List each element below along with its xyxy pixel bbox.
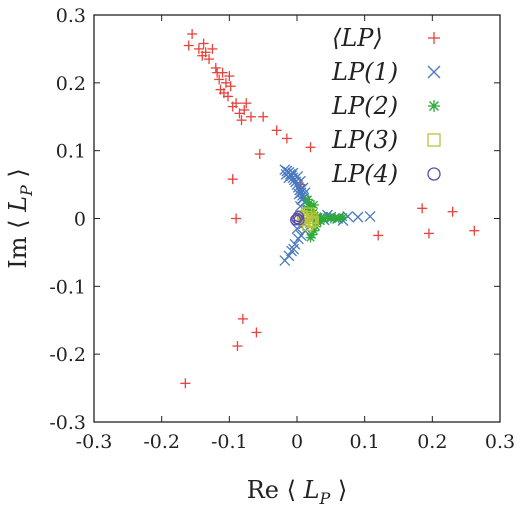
data-point bbox=[271, 125, 282, 136]
y-tick-label: -0.1 bbox=[49, 276, 86, 298]
legend-label: LP(3) bbox=[331, 126, 398, 154]
legend-marker bbox=[428, 100, 440, 112]
data-point bbox=[288, 243, 300, 255]
data-point bbox=[280, 168, 292, 180]
data-point bbox=[232, 341, 243, 352]
legend-marker bbox=[427, 167, 441, 181]
data-point bbox=[423, 228, 434, 239]
data-point bbox=[293, 214, 305, 226]
data-point bbox=[294, 175, 306, 187]
data-point bbox=[198, 38, 209, 49]
data-point bbox=[200, 47, 211, 58]
data-point bbox=[225, 81, 236, 92]
axis-labels: Re ⟨ LP ⟩ Im ⟨ LP ⟩ bbox=[4, 168, 347, 505]
y-tick-label: -0.2 bbox=[49, 344, 86, 366]
y-tick-label: 0.1 bbox=[56, 141, 86, 163]
data-point bbox=[258, 111, 269, 122]
legend-item: LP(4) bbox=[331, 160, 441, 188]
data-point bbox=[417, 203, 428, 214]
legend-label: LP(2) bbox=[331, 92, 398, 120]
data-point bbox=[447, 206, 458, 217]
data-point bbox=[222, 91, 233, 102]
data-point bbox=[281, 133, 292, 144]
legend-item: LP(2) bbox=[331, 92, 440, 120]
data-point bbox=[292, 233, 304, 245]
data-point bbox=[187, 28, 198, 39]
data-point bbox=[227, 174, 238, 185]
data-point bbox=[231, 98, 242, 109]
series-1 bbox=[180, 28, 480, 389]
series-5 bbox=[289, 210, 305, 226]
y-tick-label: 0.3 bbox=[56, 5, 86, 27]
data-point bbox=[469, 225, 480, 236]
legend-label: LP(4) bbox=[331, 160, 398, 188]
data-point bbox=[293, 188, 305, 200]
data-point bbox=[239, 104, 250, 115]
data-point bbox=[291, 212, 303, 225]
data-point bbox=[338, 212, 349, 223]
legend-label: ⟨LP⟩ bbox=[332, 24, 383, 52]
y-tick-label: 0.2 bbox=[56, 73, 86, 95]
data-point bbox=[193, 43, 204, 54]
data-point bbox=[204, 54, 215, 65]
legend-label: LP(1) bbox=[331, 58, 398, 86]
legend-item: ⟨LP⟩ bbox=[332, 24, 440, 52]
legend-item: LP(1) bbox=[331, 58, 441, 86]
data-point bbox=[207, 43, 218, 54]
x-tick-label: 0.3 bbox=[485, 431, 515, 453]
data-point bbox=[254, 149, 265, 160]
data-point bbox=[183, 40, 194, 51]
data-point bbox=[352, 211, 364, 223]
data-point bbox=[217, 67, 228, 78]
data-point bbox=[210, 62, 221, 73]
data-point bbox=[279, 255, 291, 267]
data-point bbox=[236, 115, 247, 126]
x-tick-label: -0.3 bbox=[76, 431, 113, 453]
legend-marker bbox=[427, 65, 441, 79]
data-point bbox=[373, 230, 384, 241]
data-point bbox=[224, 71, 235, 82]
x-tick-label: 0.1 bbox=[350, 431, 380, 453]
x-tick-label: -0.1 bbox=[211, 431, 248, 453]
axis-ticks: -0.3 -0.2 -0.1 0 0.1 0.2 0.3 0.3 0.2 0.1 0 -0.1 -0.2… bbox=[49, 5, 515, 453]
x-tick-label: 0.2 bbox=[417, 431, 447, 453]
data-point bbox=[289, 214, 302, 226]
y-axis-label: Im ⟨ LP ⟩ bbox=[4, 168, 36, 269]
x-tick-label: -0.2 bbox=[143, 431, 180, 453]
x-axis-label: Re ⟨ LP ⟩ bbox=[247, 476, 348, 505]
data-point bbox=[251, 327, 262, 338]
y-tick-label: -0.3 bbox=[49, 412, 86, 434]
data-point bbox=[364, 211, 376, 222]
data-points bbox=[180, 28, 480, 389]
data-point bbox=[305, 232, 316, 243]
data-point bbox=[307, 215, 319, 227]
data-point bbox=[180, 378, 191, 389]
data-point bbox=[237, 313, 248, 324]
legend-marker bbox=[428, 32, 440, 44]
data-point bbox=[241, 98, 252, 109]
data-point bbox=[294, 184, 306, 196]
x-tick-label: 0 bbox=[291, 431, 303, 453]
data-point bbox=[231, 213, 242, 224]
y-tick-label: 0 bbox=[74, 209, 86, 231]
data-point bbox=[305, 142, 316, 153]
legend: ⟨LP⟩ LP(1) LP(2) LP(3) LP(4) bbox=[331, 24, 441, 188]
data-point bbox=[245, 111, 256, 122]
legend-marker bbox=[427, 133, 441, 147]
data-point bbox=[214, 74, 225, 85]
legend-item: LP(3) bbox=[331, 126, 441, 154]
